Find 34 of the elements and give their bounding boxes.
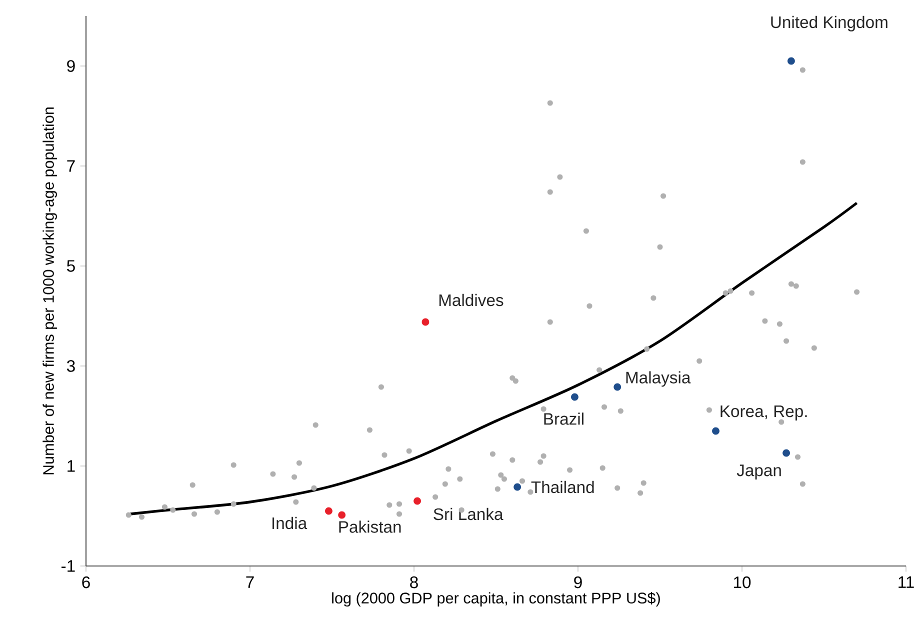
point — [570, 393, 578, 401]
point — [422, 318, 430, 326]
y-tick-label: 5 — [67, 260, 75, 272]
point — [787, 57, 795, 65]
point — [514, 483, 522, 491]
annotation: Brazil — [544, 412, 584, 425]
annotation: Malaysia — [626, 371, 691, 387]
annotation: Maldives — [439, 294, 504, 306]
annotation: Japan — [736, 464, 781, 480]
y-tick-label: 9 — [67, 60, 75, 72]
annotation: Pakistan — [339, 520, 401, 533]
point — [338, 511, 346, 519]
y-tick-label: -1 — [62, 560, 75, 572]
point — [782, 449, 790, 457]
y-axis-title: Number of new firms per 1000 working-age population — [42, 108, 57, 474]
x-tick-label: 7 — [246, 576, 254, 588]
point — [614, 383, 622, 391]
annotation: Sri Lanka — [434, 508, 504, 520]
x-tick-label: 10 — [734, 576, 751, 588]
x-axis-title: log (2000 GDP per capita, in constant PPP US$) — [332, 592, 660, 607]
x-tick-label: 6 — [82, 576, 90, 588]
x-tick-label: 9 — [574, 576, 582, 588]
x-tick-label: 11 — [898, 576, 914, 588]
y-tick-label: 3 — [66, 360, 75, 372]
annotation: Thailand — [531, 480, 594, 494]
point — [414, 497, 422, 505]
y-tick-label: 7 — [67, 160, 75, 172]
point — [324, 507, 332, 515]
annotation: United Kingdom — [771, 16, 888, 32]
y-tick-label: 1 — [68, 460, 75, 472]
point — [712, 427, 720, 435]
annotation: India — [272, 516, 308, 530]
annotation: Korea, Rep. — [720, 406, 807, 420]
x-tick-label: 8 — [410, 576, 418, 588]
